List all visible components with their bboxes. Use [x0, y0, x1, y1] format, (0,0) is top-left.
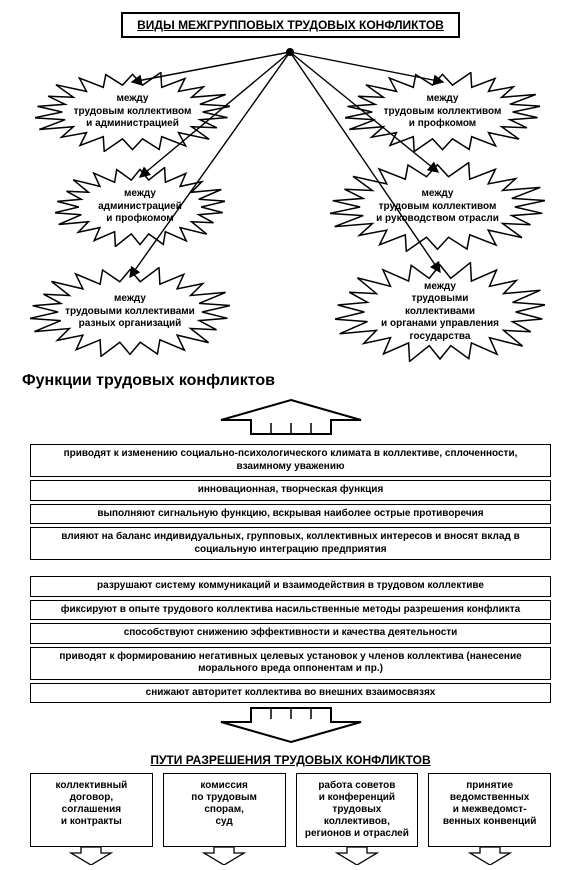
burst-node: междутрудовым коллективоми профкомом [345, 72, 540, 152]
positive-functions-list: приводят к изменению социально-психологи… [30, 444, 551, 560]
types-title: ВИДЫ МЕЖГРУППОВЫХ ТРУДОВЫХ КОНФЛИКТОВ [121, 12, 460, 38]
burst-label: междутрудовым коллективоми профкомом [384, 93, 502, 131]
function-row: приводят к изменению социально-психологи… [30, 444, 551, 477]
big-down-arrow [0, 706, 581, 749]
small-down-arrow [30, 847, 153, 870]
resolution-title: ПУТИ РАЗРЕШЕНИЯ ТРУДОВЫХ КОНФЛИКТОВ [0, 753, 581, 767]
functions-subtitle: Функции трудовых конфликтов [22, 372, 581, 390]
function-row: влияют на баланс индивидуальных, группов… [30, 527, 551, 560]
burst-label: междутрудовыми коллективамиразных органи… [65, 293, 195, 331]
negative-functions-list: разрушают систему коммуникаций и взаимод… [30, 576, 551, 703]
small-down-arrow [163, 847, 286, 870]
small-down-arrow [296, 847, 419, 870]
function-row: инновационная, творческая функция [30, 480, 551, 501]
resolution-row: коллективныйдоговор,соглашенияи контракт… [30, 773, 551, 847]
function-row: приводят к формированию негативных целев… [30, 647, 551, 680]
resolution-box: комиссияпо трудовымспорам,суд [163, 773, 286, 847]
function-row: выполняют сигнальную функцию, вскрывая н… [30, 504, 551, 525]
burst-node: междуадминистрациейи профкомом [55, 167, 225, 247]
burst-label: междутрудовымиколлективамии органами упр… [381, 281, 499, 344]
burst-label: междуадминистрациейи профкомом [98, 188, 182, 226]
function-row: снижают авторитет коллектива во внешних … [30, 683, 551, 704]
function-row: способствуют снижению эффективности и ка… [30, 623, 551, 644]
types-diagram: ВИДЫ МЕЖГРУППОВЫХ ТРУДОВЫХ КОНФЛИКТОВ ме… [0, 12, 581, 372]
burst-node: междутрудовым коллективоми администрацие… [35, 72, 230, 152]
burst-label: междутрудовым коллективоми руководством … [376, 188, 499, 226]
big-up-arrow [0, 398, 581, 441]
function-row: разрушают систему коммуникаций и взаимод… [30, 576, 551, 597]
burst-node: междутрудовым коллективоми руководством … [330, 162, 545, 252]
burst-node: междутрудовымиколлективамии органами упр… [335, 262, 545, 362]
small-down-arrow [428, 847, 551, 870]
burst-label: междутрудовым коллективоми администрацие… [74, 93, 192, 131]
resolution-box: принятиеведомственныхи межведомст-венных… [428, 773, 551, 847]
function-row: фиксируют в опыте трудового коллектива н… [30, 600, 551, 621]
resolution-small-arrows [30, 847, 551, 870]
resolution-box: работа советови конференцийтрудовых колл… [296, 773, 419, 847]
burst-node: междутрудовыми коллективамиразных органи… [30, 267, 230, 357]
resolution-box: коллективныйдоговор,соглашенияи контракт… [30, 773, 153, 847]
